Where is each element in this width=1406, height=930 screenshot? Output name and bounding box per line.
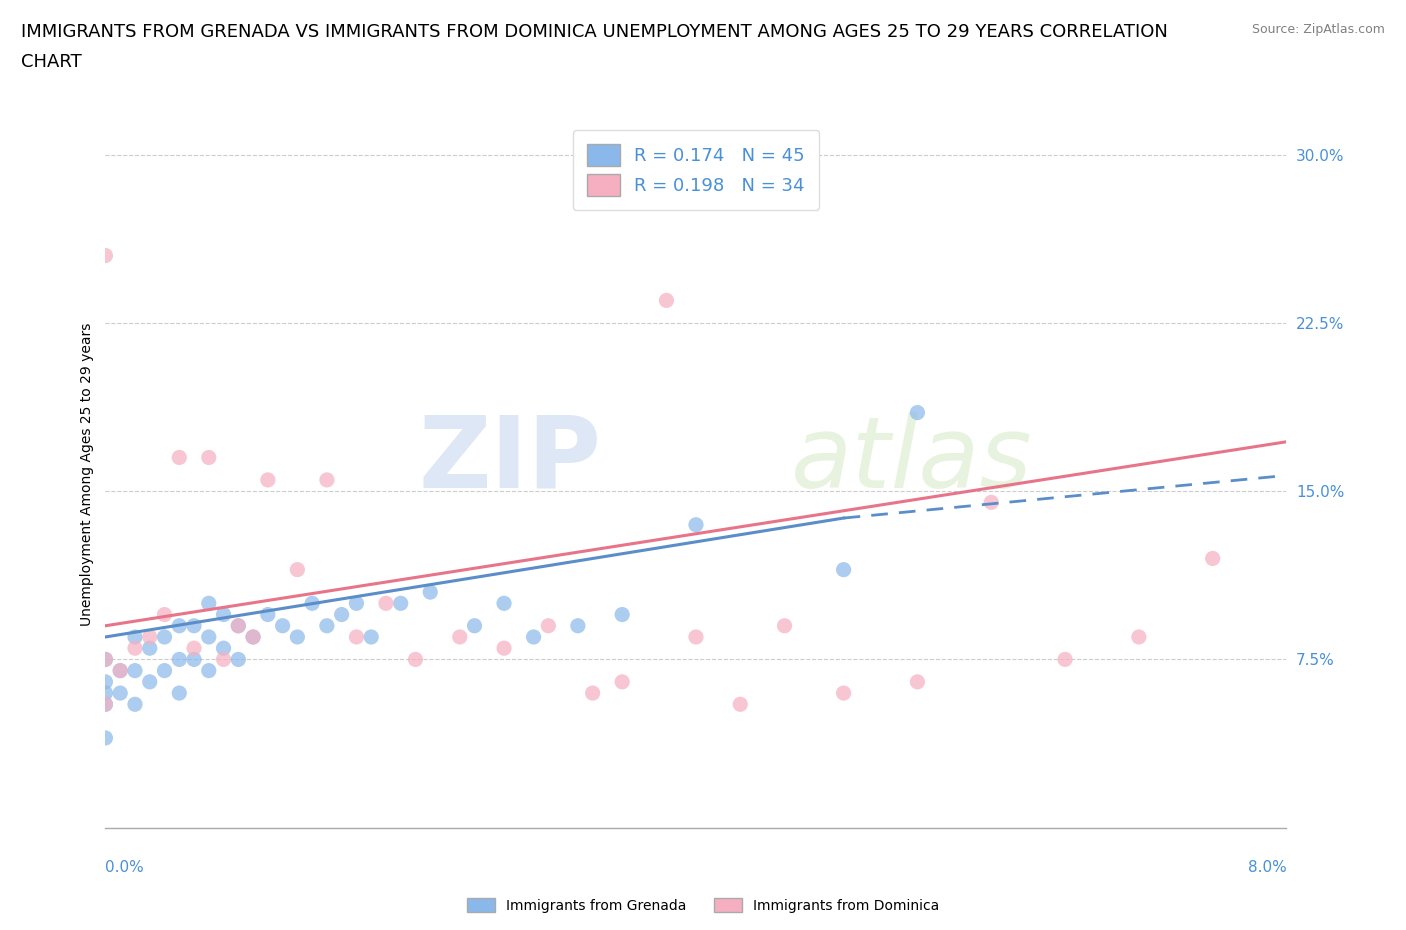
Point [523,630,546,644]
Point [655,293,678,308]
Point [242,630,264,644]
Point [110,685,132,700]
Point [212,641,235,656]
Point [138,630,162,644]
Point [228,618,250,633]
Point [153,607,176,622]
Y-axis label: Unemployment Among Ages 25 to 29 years: Unemployment Among Ages 25 to 29 years [80,323,94,626]
Point [110,663,132,678]
Point [389,596,412,611]
Point [773,618,796,633]
Point [315,618,337,633]
Point [228,652,250,667]
Point [287,630,309,644]
Point [419,585,441,600]
Point [980,495,1002,510]
Legend: R = 0.174   N = 45, R = 0.198   N = 34: R = 0.174 N = 45, R = 0.198 N = 34 [572,130,820,210]
Point [730,697,752,711]
Point [94,248,117,263]
Point [169,652,191,667]
Legend: Immigrants from Grenada, Immigrants from Dominica: Immigrants from Grenada, Immigrants from… [461,893,945,919]
Point [832,563,855,578]
Point [907,674,929,689]
Point [124,641,146,656]
Point [832,685,855,700]
Point [197,450,219,465]
Point [94,652,117,667]
Point [124,630,146,644]
Point [197,630,219,644]
Point [301,596,323,611]
Point [612,674,634,689]
Point [374,596,398,611]
Point [138,641,162,656]
Point [169,685,191,700]
Point [330,607,353,622]
Point [492,596,515,611]
Point [257,472,280,487]
Point [685,517,707,532]
Point [242,630,264,644]
Point [94,685,117,700]
Point [1201,551,1223,565]
Point [94,652,117,667]
Point [287,563,309,578]
Point [169,450,191,465]
Point [94,674,117,689]
Point [124,663,146,678]
Point [124,697,146,711]
Text: ZIP: ZIP [419,412,602,509]
Text: Source: ZipAtlas.com: Source: ZipAtlas.com [1251,23,1385,36]
Point [346,596,368,611]
Text: CHART: CHART [21,53,82,71]
Point [492,641,515,656]
Point [315,472,337,487]
Point [449,630,471,644]
Text: 0.0%: 0.0% [105,859,145,874]
Point [271,618,294,633]
Point [582,685,605,700]
Point [228,618,250,633]
Point [360,630,382,644]
Point [405,652,427,667]
Point [212,607,235,622]
Point [183,618,205,633]
Point [94,697,117,711]
Point [94,730,117,745]
Point [183,652,205,667]
Point [257,607,280,622]
Text: 8.0%: 8.0% [1247,859,1286,874]
Point [153,663,176,678]
Text: IMMIGRANTS FROM GRENADA VS IMMIGRANTS FROM DOMINICA UNEMPLOYMENT AMONG AGES 25 T: IMMIGRANTS FROM GRENADA VS IMMIGRANTS FR… [21,23,1168,41]
Point [537,618,560,633]
Point [183,641,205,656]
Point [346,630,368,644]
Point [94,697,117,711]
Point [197,663,219,678]
Point [685,630,707,644]
Text: atlas: atlas [790,412,1032,509]
Point [464,618,486,633]
Point [1054,652,1077,667]
Point [907,405,929,420]
Point [212,652,235,667]
Point [138,674,162,689]
Point [153,630,176,644]
Point [169,618,191,633]
Point [1128,630,1150,644]
Point [612,607,634,622]
Point [197,596,219,611]
Point [567,618,589,633]
Point [110,663,132,678]
